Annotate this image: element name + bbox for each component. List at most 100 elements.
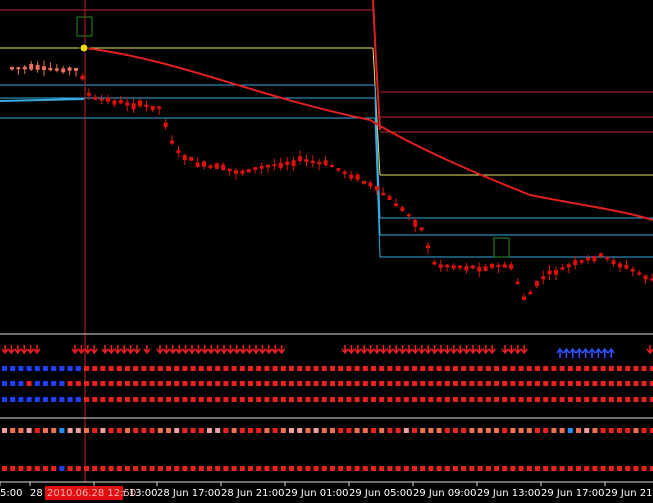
signal-cell (518, 466, 524, 471)
candle-body (598, 253, 603, 257)
candle-body (387, 196, 392, 200)
signal-cell (133, 366, 139, 371)
signal-cell (576, 381, 581, 386)
signal-cell (289, 397, 294, 402)
signal-cell (321, 366, 327, 371)
signal-cell (75, 466, 81, 471)
candle-body (464, 266, 469, 271)
candle-body (586, 257, 590, 261)
candle-body (496, 264, 501, 268)
signal-cell (297, 381, 303, 386)
candle-body (234, 170, 238, 174)
signal-cell (379, 466, 385, 471)
signal-cell (43, 381, 48, 386)
signal-cell (535, 381, 540, 386)
cursor-point (79, 43, 89, 53)
sell-arrow (182, 345, 190, 355)
sell-arrow (127, 345, 135, 355)
signal-cell (379, 428, 385, 433)
signal-cell (67, 366, 73, 371)
signal-cell (510, 466, 516, 471)
signal-cell (436, 466, 442, 471)
signal-cell (444, 428, 450, 433)
signal-cell (26, 428, 32, 433)
sell-arrow (220, 345, 228, 355)
signal-cell (2, 381, 7, 386)
signal-cell (502, 466, 508, 471)
signal-cell (149, 428, 155, 433)
signal-cell (362, 381, 368, 386)
candle-body (381, 192, 386, 196)
signal-cell (526, 428, 532, 433)
signal-cell (321, 381, 327, 386)
signal-cell (461, 381, 467, 386)
signal-cell (600, 381, 606, 386)
signal-cell (59, 381, 65, 386)
candle-body (566, 264, 571, 268)
candle-body (650, 278, 653, 281)
signal-cell (592, 397, 598, 402)
signal-cell (84, 466, 89, 471)
signal-cell (149, 366, 155, 371)
sell-arrow (501, 345, 509, 355)
signal-cell (10, 397, 16, 402)
signal-cell (567, 381, 573, 386)
signal-cell (502, 397, 508, 402)
signal-cell (43, 466, 48, 471)
signal-cell (297, 466, 303, 471)
signal-cell (174, 428, 180, 433)
signal-cell (338, 397, 344, 402)
signal-cell (461, 466, 467, 471)
candle-body (138, 100, 142, 107)
signal-cell (346, 428, 352, 433)
signal-cell (412, 381, 417, 386)
sell-arrow (162, 345, 170, 355)
buy-arrow (562, 347, 570, 358)
signal-cell (576, 466, 581, 471)
signal-cell (362, 397, 368, 402)
signal-cell (436, 397, 442, 402)
signal-cell (67, 466, 73, 471)
candle-body (74, 68, 78, 71)
candle-body (336, 168, 341, 171)
signal-cell (256, 466, 262, 471)
candle-body (176, 150, 181, 154)
signal-cell (371, 366, 376, 371)
signal-cell (641, 366, 647, 371)
signal-cell (444, 397, 450, 402)
sell-arrow (379, 345, 387, 355)
sell-arrow (33, 345, 41, 355)
signal-cell (559, 466, 565, 471)
sell-arrow (341, 345, 349, 355)
sell-arrow (226, 345, 234, 355)
signal-cell (387, 397, 393, 402)
signal-cell (10, 466, 16, 471)
signal-cell (157, 366, 163, 371)
signal-cell (108, 366, 114, 371)
signal-cell (412, 366, 417, 371)
sell-arrow (90, 345, 98, 355)
signal-cell (125, 428, 130, 433)
signal-cell (412, 466, 417, 471)
signal-cell (26, 466, 32, 471)
signal-cell (141, 466, 147, 471)
buy-arrow (601, 347, 609, 358)
signal-cell (67, 428, 73, 433)
signal-cell (174, 366, 180, 371)
signal-cell (584, 397, 590, 402)
signal-cell (10, 381, 16, 386)
signal-cell (108, 428, 114, 433)
candle-body (144, 104, 149, 108)
candle-body (195, 162, 200, 167)
sell-arrow (373, 345, 381, 355)
signal-cell (379, 381, 385, 386)
trend-line (372, 0, 381, 131)
signal-cell (157, 381, 163, 386)
signal-cell (461, 397, 467, 402)
signal-cell (313, 466, 319, 471)
candle-body (259, 165, 264, 169)
sell-arrow (114, 345, 122, 355)
candle-body (502, 264, 507, 268)
signal-cell (280, 381, 286, 386)
